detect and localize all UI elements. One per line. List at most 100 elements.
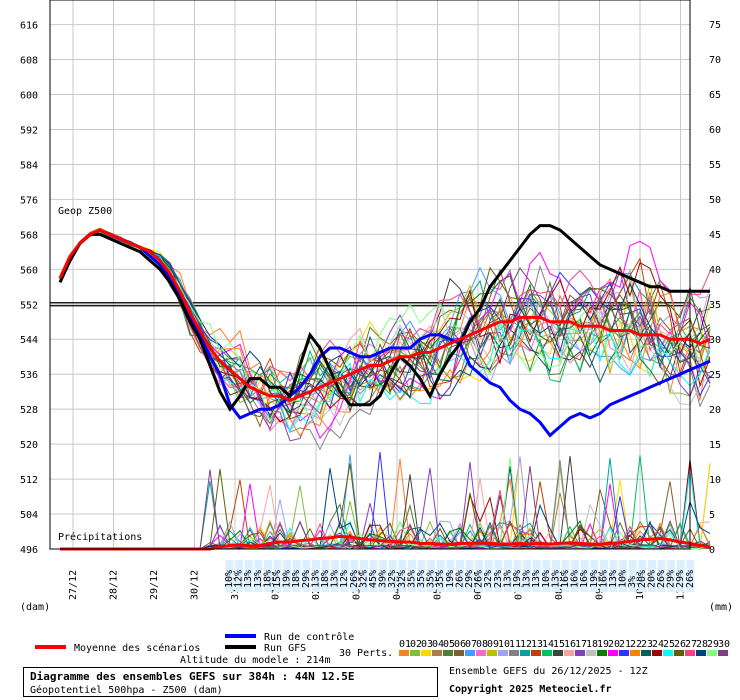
- pert-number: 20: [608, 639, 620, 650]
- right-tick-label: 15: [709, 440, 721, 451]
- gefs-ensemble-chart: 4965045125205285365445525605685765845926…: [19, 0, 734, 666]
- right-tick-label: 30: [709, 335, 721, 346]
- legend-gfs-label: Run GFS: [264, 643, 306, 654]
- left-tick-label: 560: [20, 265, 38, 276]
- pert-swatch: [630, 650, 640, 656]
- precip-percent-label: 3%: [627, 576, 638, 588]
- series-line: [58, 224, 710, 412]
- precip-percent-cell: [580, 560, 589, 592]
- precip-percent-label: 16%: [579, 570, 590, 588]
- precip-percent-label: 20%: [646, 570, 657, 588]
- precip-percent-label: 29%: [301, 570, 312, 588]
- precip-percent-cell: [321, 560, 330, 592]
- precip-percent-cell: [676, 560, 685, 592]
- precip-percent-cell: [542, 560, 551, 592]
- precip-percent-label: 39%: [378, 570, 389, 588]
- right-tick-label: 20: [709, 405, 721, 416]
- legend-control-label: Run de contrôle: [264, 631, 354, 643]
- left-tick-label: 552: [20, 300, 38, 311]
- pert-swatch: [564, 650, 574, 656]
- precip-percent-label: 35%: [435, 570, 446, 588]
- precip-percent-label: 12%: [339, 570, 350, 588]
- left-tick-label: 608: [20, 56, 38, 67]
- right-axis-ticks: 0 5 10 15 20 25 30 35 40 45 50 55 60 65 70 75: [709, 20, 721, 556]
- pert-number: 19: [597, 639, 609, 650]
- precip-percent-cell: [657, 560, 666, 592]
- pert-swatch: [707, 650, 717, 656]
- precip-percent-cell: [513, 560, 522, 592]
- pert-swatch: [608, 650, 618, 656]
- left-tick-label: 568: [20, 230, 38, 241]
- main-series-lines: [58, 224, 711, 438]
- right-tick-label: 0: [709, 545, 715, 556]
- pert-number: 25: [663, 639, 675, 650]
- left-tick-label: 504: [20, 510, 38, 521]
- precip-percent-cell: [667, 560, 676, 592]
- pert-number: 05: [443, 639, 455, 650]
- pert-number: 24: [652, 639, 664, 650]
- precip-percent-cell: [388, 560, 397, 592]
- pert-swatch: [465, 650, 475, 656]
- right-tick-label: 65: [709, 90, 721, 101]
- precip-percent-cell: [551, 560, 560, 592]
- precip-percent-cell: [302, 560, 311, 592]
- precip-percent-cell: [379, 560, 388, 592]
- pert-number: 15: [553, 639, 565, 650]
- precip-percent-cell: [359, 560, 368, 592]
- precip-percent-cell: [407, 560, 416, 592]
- pert-number: 30: [718, 639, 730, 650]
- precip-percent-label: 29%: [666, 570, 677, 588]
- precip-percent-cell: [369, 560, 378, 592]
- pert-swatch: [652, 650, 662, 656]
- plot-frame: [49, 0, 691, 550]
- right-tick-label: 45: [709, 230, 721, 241]
- precip-percent-label: 10%: [224, 570, 235, 588]
- precip-percent-cell: [235, 560, 244, 592]
- pert-number: 14: [542, 639, 554, 650]
- grid: [50, 0, 690, 550]
- precip-percent-cell: [292, 560, 301, 592]
- left-tick-label: 496: [20, 545, 38, 556]
- pert-swatch: [597, 650, 607, 656]
- precip-percent-label: 45%: [368, 570, 379, 588]
- precip-percent-label: 26%: [454, 570, 465, 588]
- pert-number: 11: [509, 639, 521, 650]
- left-tick-label: 600: [20, 91, 38, 102]
- pert-number: 16: [564, 639, 576, 650]
- precip-percent-label: 32%: [387, 570, 398, 588]
- precip-percent-cell: [436, 560, 445, 592]
- right-tick-label: 50: [709, 195, 721, 206]
- right-tick-label: 40: [709, 265, 721, 276]
- precip-percent-label: 26%: [656, 570, 667, 588]
- right-tick-label: 75: [709, 20, 721, 31]
- precip-percent-label: 13%: [253, 570, 264, 588]
- left-tick-label: 616: [20, 21, 38, 32]
- pert-number: 09: [487, 639, 499, 650]
- precip-percent-label: 10%: [541, 570, 552, 588]
- ensemble-info: Ensemble GEFS du 26/12/2025 - 12Z: [449, 666, 648, 677]
- precip-percent-cell: [561, 560, 570, 592]
- footer-title: Diagramme des ensembles GEFS sur 384h : …: [30, 670, 355, 683]
- pert-number: 18: [586, 639, 598, 650]
- series-line: [58, 228, 711, 438]
- left-tick-label: 528: [20, 405, 38, 416]
- pert-number: 08: [476, 639, 488, 650]
- x-date-label: 04/01: [392, 570, 403, 600]
- legend-mean-label: Moyenne des scénarios: [74, 642, 200, 654]
- pert-swatch: [399, 650, 409, 656]
- perturbation-line: [59, 229, 711, 414]
- right-tick-label: 55: [709, 160, 721, 171]
- precip-percent-cell: [417, 560, 426, 592]
- pert-swatch: [520, 650, 530, 656]
- pert-number: 26: [674, 639, 686, 650]
- precip-percent-label: 29%: [675, 570, 686, 588]
- precip-percent-cell: [571, 560, 580, 592]
- left-tick-label: 520: [20, 440, 38, 451]
- precip-percent-label: 35%: [416, 570, 427, 588]
- geop-label: Geop Z500: [58, 206, 112, 217]
- pert-number: 06: [454, 639, 466, 650]
- precip-percent-cell: [475, 560, 484, 592]
- pert-swatch: [410, 650, 420, 656]
- copyright: Copyright 2025 Meteociel.fr: [449, 684, 612, 695]
- precip-percent-label: 13%: [522, 570, 533, 588]
